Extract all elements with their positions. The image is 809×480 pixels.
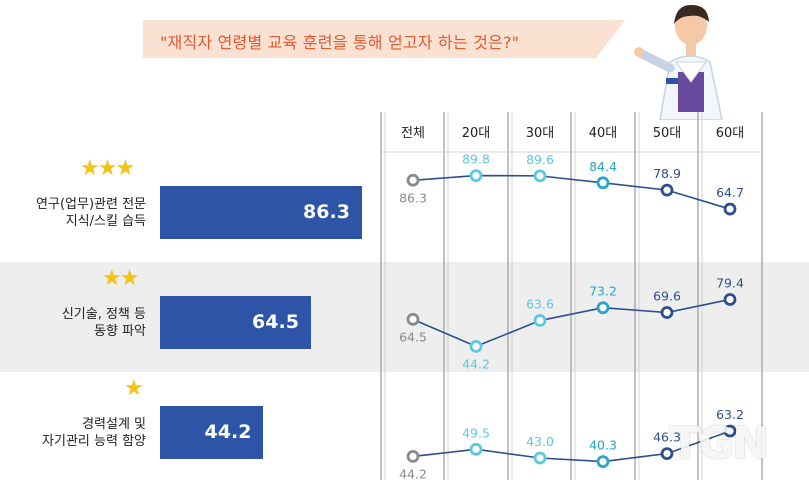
age-column-header: 40대 [588, 126, 618, 141]
data-point [469, 339, 483, 353]
data-point [533, 451, 547, 465]
total-bar: 44.2 [160, 406, 264, 459]
data-value-label: 86.3 [399, 190, 427, 205]
bar-value-label: 44.2 [204, 421, 252, 443]
data-point [596, 455, 610, 469]
total-bar: 64.5 [160, 296, 311, 349]
data-value-label: 89.8 [462, 152, 490, 167]
data-value-label: 44.2 [399, 466, 427, 480]
data-point [723, 202, 737, 216]
category-label: 연구(업무)관련 전문 지식/스킬 습득 [36, 197, 146, 229]
data-value-label: 40.3 [589, 438, 617, 453]
bar-value-label: 86.3 [303, 201, 350, 223]
data-point [406, 173, 420, 187]
category-label: 신기술, 정책 등 동향 파악 [61, 307, 146, 339]
rating-stars: ★ [124, 376, 144, 401]
data-point [596, 176, 610, 190]
data-value-label: 69.6 [653, 289, 681, 304]
watermark-logo: TGN [670, 418, 769, 469]
question-text: "재직자 연령별 교육 훈련을 통해 얻고자 하는 것은?" [160, 33, 520, 52]
data-value-label: 43.0 [526, 434, 554, 449]
data-value-label: 44.2 [462, 356, 490, 371]
data-point [660, 306, 674, 319]
data-value-label: 79.4 [716, 275, 744, 290]
data-value-label: 73.2 [589, 284, 617, 299]
data-point [533, 314, 547, 327]
age-column-header: 전체 [401, 126, 425, 141]
age-column-header: 30대 [525, 126, 555, 141]
data-point [533, 169, 547, 183]
data-value-label: 49.5 [462, 425, 490, 440]
data-point [660, 183, 674, 197]
bar-value-label: 64.5 [252, 311, 299, 333]
series-line [412, 430, 731, 463]
data-point [406, 449, 420, 463]
data-point [469, 442, 483, 456]
age-column-header: 60대 [715, 126, 745, 141]
data-point [596, 301, 610, 315]
rating-stars: ★★★ [80, 156, 135, 181]
series-line [412, 298, 731, 348]
data-value-label: 78.9 [653, 166, 681, 181]
rating-stars: ★★ [102, 266, 139, 291]
data-value-label: 64.5 [399, 329, 427, 344]
question-bubble [143, 20, 625, 58]
age-column-header: 20대 [461, 126, 491, 141]
data-value-label: 46.3 [653, 430, 681, 445]
total-bar: 86.3 [160, 186, 362, 239]
data-point [660, 447, 674, 461]
presenter-illustration [634, 4, 723, 120]
data-value-label: 63.2 [716, 407, 744, 422]
data-value-label: 63.6 [526, 297, 554, 312]
data-point [469, 169, 483, 183]
age-column-header: 50대 [652, 126, 682, 141]
data-value-label: 89.6 [526, 152, 554, 167]
data-point [723, 424, 737, 438]
series-line [412, 174, 731, 210]
row-band-2 [0, 262, 809, 372]
data-value-label: 64.7 [716, 185, 744, 200]
data-point [406, 312, 420, 326]
data-point [723, 293, 737, 306]
data-value-label: 84.4 [589, 159, 617, 174]
category-label: 경력설계 및 자기관리 능력 함양 [42, 417, 146, 449]
